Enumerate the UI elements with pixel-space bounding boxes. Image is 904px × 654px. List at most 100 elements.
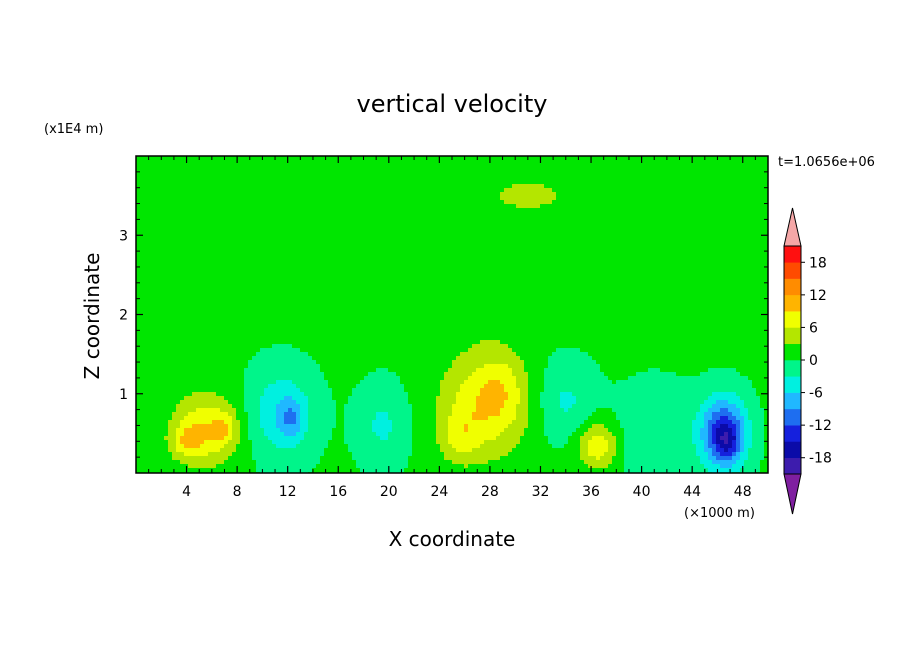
field-cell [320,284,325,289]
field-cell [244,464,249,469]
field-cell [188,328,193,333]
field-cell [264,196,269,201]
field-cell [228,428,233,433]
field-cell [356,332,361,337]
field-cell [140,376,145,381]
field-cell [324,316,329,321]
field-cell [212,348,217,353]
field-cell [284,444,289,449]
field-cell [364,384,369,389]
field-cell [336,404,341,409]
field-cell [280,440,285,445]
field-cell [244,348,249,353]
field-cell [144,388,149,393]
field-cell [376,360,381,365]
field-cell [192,160,197,165]
field-cell [340,456,345,461]
field-cell [260,280,265,285]
field-cell [136,184,141,189]
field-cell [248,228,253,233]
field-cell [248,340,253,345]
field-cell [220,256,225,261]
field-cell [220,264,225,269]
field-cell [348,232,353,237]
field-cell [376,280,381,285]
field-cell [216,200,221,205]
field-cell [216,396,221,401]
field-cell [232,340,237,345]
field-cell [216,196,221,201]
field-cell [304,268,309,273]
field-cell [272,316,277,321]
field-cell [248,160,253,165]
field-cell [264,440,269,445]
field-cell [296,344,301,349]
field-cell [304,244,309,249]
field-cell [316,420,321,425]
field-cell [280,452,285,457]
field-cell [364,244,369,249]
field-cell [224,176,229,181]
field-cell [300,312,305,317]
field-cell [252,460,257,465]
field-cell [272,292,277,297]
field-cell [260,368,265,373]
field-cell [152,436,157,441]
field-cell [304,284,309,289]
field-cell [208,344,213,349]
field-cell [208,424,213,429]
field-cell [220,168,225,173]
field-cell [324,368,329,373]
field-cell [228,232,233,237]
field-cell [288,280,293,285]
field-cell [136,320,141,325]
field-cell [168,260,173,265]
field-cell [324,180,329,185]
field-cell [312,328,317,333]
field-cell [200,412,205,417]
field-cell [208,428,213,433]
field-cell [320,352,325,357]
field-cell [244,160,249,165]
field-cell [348,444,353,449]
field-cell [356,272,361,277]
field-cell [204,432,209,437]
field-cell [248,244,253,249]
field-cell [372,208,377,213]
field-cell [148,168,153,173]
field-cell [264,456,269,461]
field-cell [236,416,241,421]
field-cell [148,184,153,189]
field-cell [288,260,293,265]
field-cell [172,420,177,425]
field-cell [300,388,305,393]
field-cell [272,180,277,185]
field-cell [300,288,305,293]
field-cell [260,448,265,453]
field-cell [168,268,173,273]
field-cell [208,276,213,281]
field-cell [348,324,353,329]
field-cell [372,384,377,389]
field-cell [200,204,205,209]
field-cell [224,308,229,313]
field-cell [264,360,269,365]
field-cell [164,448,169,453]
field-cell [288,176,293,181]
field-cell [328,288,333,293]
field-cell [232,416,237,421]
field-cell [224,160,229,165]
field-cell [164,356,169,361]
field-cell [284,352,289,357]
field-cell [208,236,213,241]
field-cell [292,404,297,409]
field-cell [244,328,249,333]
field-cell [280,460,285,465]
field-cell [328,196,333,201]
field-cell [140,388,145,393]
field-cell [136,448,141,453]
field-cell [216,392,221,397]
field-cell [380,412,385,417]
field-cell [332,436,337,441]
field-cell [332,460,337,465]
